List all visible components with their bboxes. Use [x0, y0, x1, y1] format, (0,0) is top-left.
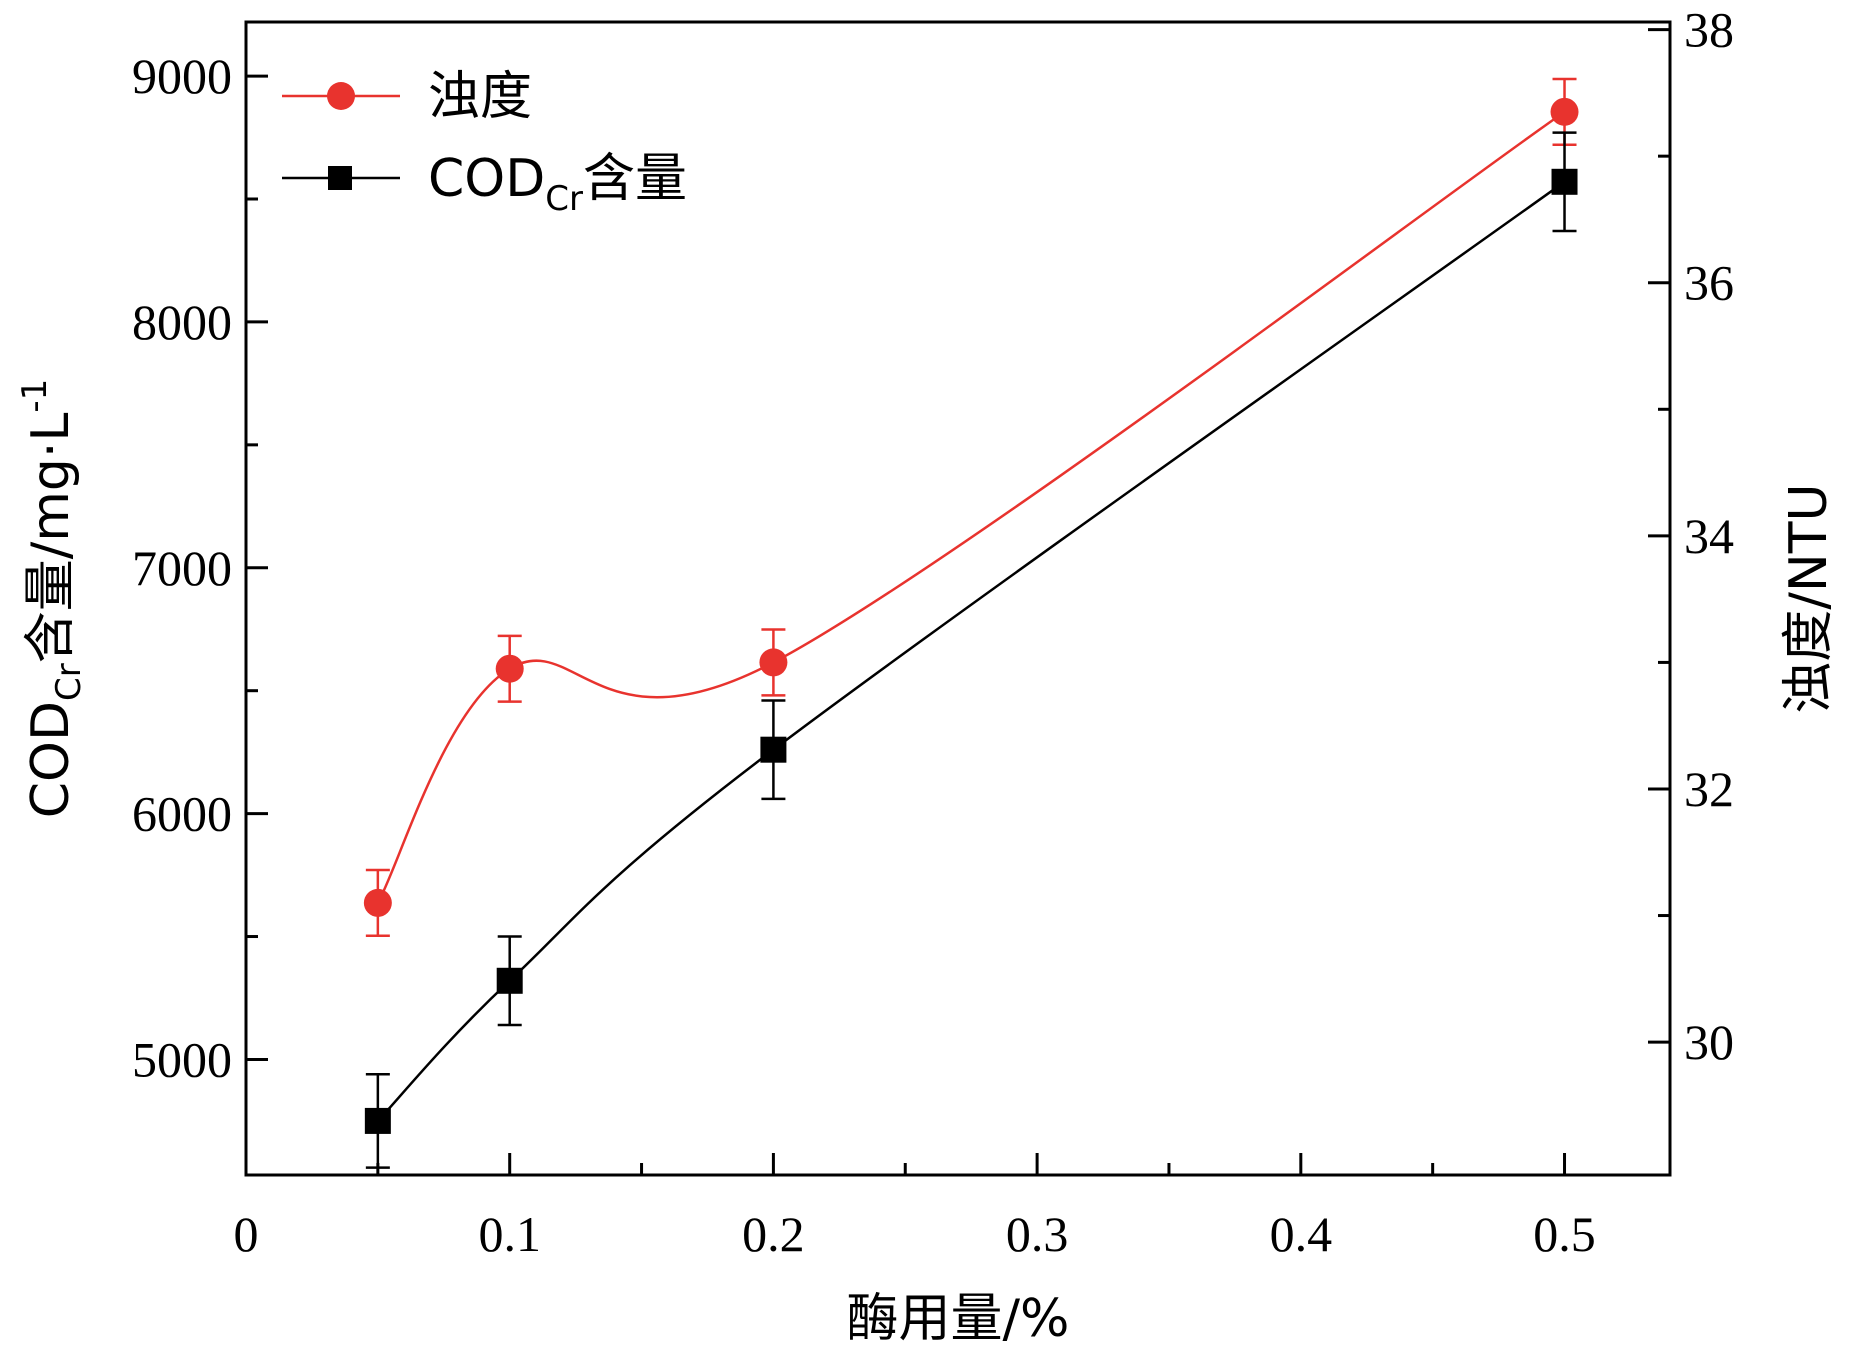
series-line-1 — [376, 180, 1566, 1122]
y-left-axis-label-sub: Cr — [49, 663, 89, 701]
y-left-tick-label-4: 9000 — [132, 48, 232, 104]
x-tick-label-0: 0 — [234, 1206, 259, 1262]
data-point-0-2 — [759, 648, 788, 677]
data-point-0-1 — [495, 654, 524, 683]
y-right-axis-label: 浊度/NTU — [1779, 483, 1839, 713]
y-right-tick-label-4: 38 — [1684, 2, 1734, 58]
legend-label-main-0: 浊度 — [428, 67, 532, 127]
y-left-axis-label-rest: 含量/mg·L — [21, 413, 81, 664]
y-left-axis-label-main: COD — [21, 701, 81, 818]
data-point-1-3 — [1551, 168, 1578, 195]
series-line-0 — [376, 110, 1566, 904]
legend-marker-1 — [328, 166, 352, 190]
labels-layer: 0 0.1 0.2 0.3 0.4 0.5 5000 6000 7000 8000 9000 30 32… — [15, 2, 1839, 1349]
y-left-axis-label: CODCr含量/mg·L-1 — [15, 379, 89, 819]
x-tick-label-2: 0.2 — [742, 1206, 805, 1262]
y-left-axis-label-sup: -1 — [15, 379, 55, 413]
y-left-tick-label-2: 7000 — [132, 540, 232, 596]
legend: 浊度 CODCr含量 — [282, 67, 687, 219]
data-point-1-2 — [760, 736, 787, 763]
legend-marker-0 — [327, 82, 355, 110]
legend-label-0: 浊度 — [428, 67, 532, 127]
series-0 — [363, 77, 1579, 938]
legend-label-rest-1: 含量 — [583, 149, 687, 209]
y-left-tick-label-3: 8000 — [132, 294, 232, 350]
axis-ticks — [244, 28, 1670, 1175]
legend-label-main-1: COD — [428, 149, 545, 209]
plot-frame — [244, 20, 1672, 1177]
data-point-1-1 — [496, 967, 523, 994]
x-tick-label-1: 0.1 — [478, 1206, 541, 1262]
y-left-tick-label-0: 5000 — [132, 1031, 232, 1087]
x-tick-label-3: 0.3 — [1006, 1206, 1069, 1262]
series-1 — [364, 131, 1578, 1169]
legend-label-1: CODCr含量 — [428, 149, 687, 219]
y-right-tick-label-2: 34 — [1684, 508, 1734, 564]
series-layer — [363, 77, 1579, 1169]
x-axis-label: 酶用量/% — [847, 1289, 1070, 1349]
data-point-0-0 — [363, 888, 392, 917]
x-tick-label-4: 0.4 — [1270, 1206, 1333, 1262]
y-left-tick-label-1: 6000 — [132, 786, 232, 842]
y-right-tick-label-1: 32 — [1684, 761, 1734, 817]
plot-area — [244, 20, 1672, 1177]
data-point-0-3 — [1550, 97, 1579, 126]
data-point-1-0 — [364, 1107, 391, 1134]
legend-label-sub-1: Cr — [545, 179, 583, 219]
x-tick-label-5: 0.5 — [1533, 1206, 1596, 1262]
y-right-tick-label-0: 30 — [1684, 1014, 1734, 1070]
y-right-tick-label-3: 36 — [1684, 255, 1734, 311]
